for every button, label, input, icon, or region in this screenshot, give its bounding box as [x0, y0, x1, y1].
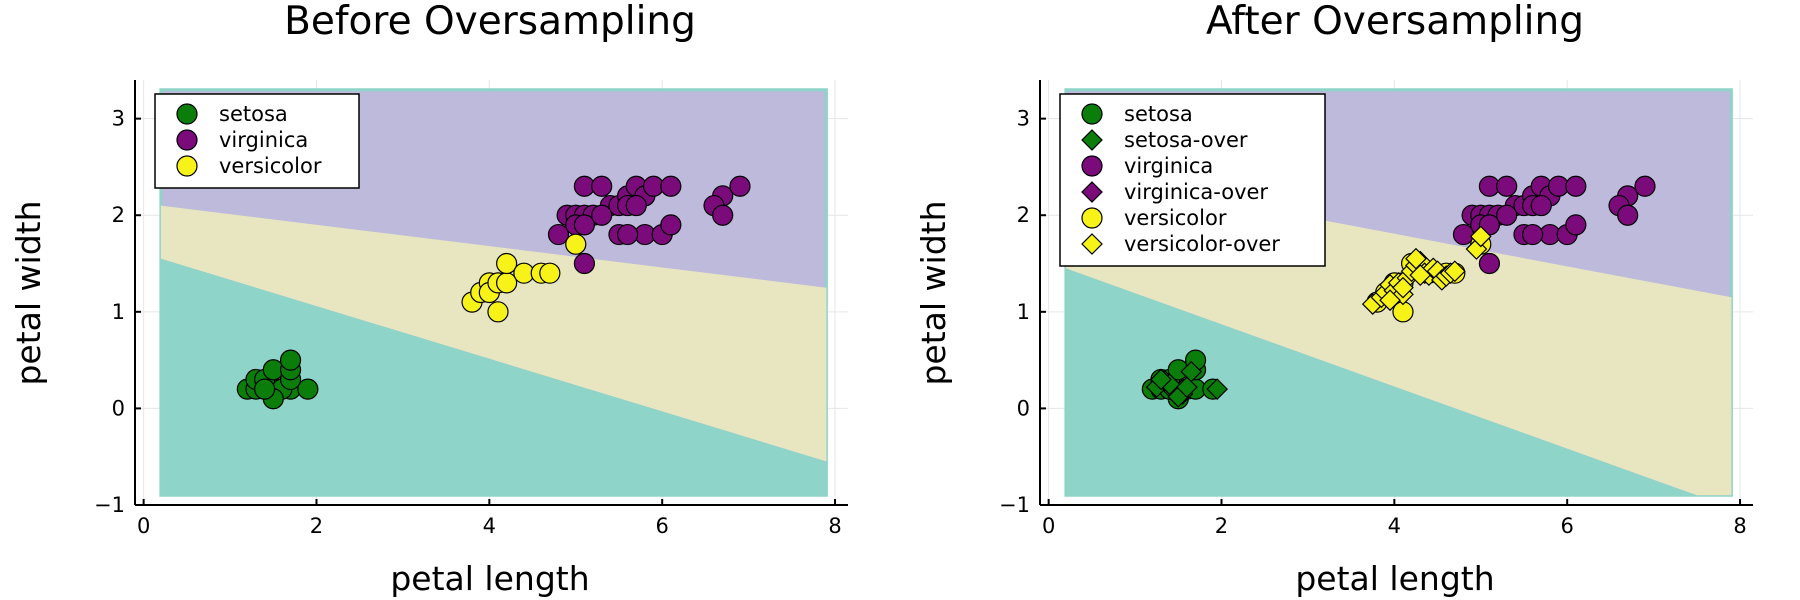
x-tick-label: 4 — [1388, 514, 1401, 538]
setosa-over-point — [1206, 378, 1229, 400]
legend-circle-icon — [1081, 207, 1103, 229]
x-tick-label: 8 — [828, 514, 841, 538]
legend-circle-icon — [176, 129, 198, 151]
setosa-over-series — [1145, 360, 1229, 408]
y-tick-label: 0 — [112, 396, 125, 420]
legend-circle-icon — [176, 103, 198, 125]
setosa-point — [297, 378, 319, 400]
versicolor-point — [565, 233, 587, 255]
legend-label: setosa — [1124, 102, 1193, 126]
setosa-decision-region — [1065, 268, 1697, 496]
versicolor-point — [539, 262, 561, 284]
x-tick-label: 2 — [1215, 514, 1228, 538]
versicolor-point — [487, 301, 509, 323]
versicolor-over-point — [1469, 225, 1492, 248]
virginica-point — [1634, 175, 1656, 197]
legend-circle-icon — [1081, 155, 1103, 177]
virginica-point — [625, 194, 647, 217]
before-chart-title: Before Oversampling — [284, 0, 696, 44]
legend-label: virginica-over — [1124, 180, 1268, 204]
virginica-point — [573, 252, 596, 275]
setosa-point — [279, 349, 302, 371]
virginica-point — [1530, 194, 1552, 217]
virginica-point — [1617, 204, 1639, 226]
before-oversampling-panel: Before Oversampling petal length petal w… — [9, 0, 848, 598]
versicolor-series — [461, 233, 587, 323]
versicolor-over-point — [1409, 264, 1432, 286]
y-tick-label: 1 — [112, 300, 125, 324]
after-y-axis-label: petal width — [914, 200, 953, 385]
legend-label: versicolor — [219, 154, 322, 178]
virginica-point — [547, 223, 570, 246]
virginica-series — [1452, 175, 1656, 275]
virginica-point — [1565, 214, 1587, 236]
y-tick-label: 3 — [1017, 107, 1030, 131]
after-chart-title: After Oversampling — [1206, 0, 1584, 44]
x-tick-label: 6 — [656, 514, 669, 538]
legend-diamond-icon — [1081, 181, 1103, 203]
legend-label: versicolor-over — [1124, 232, 1280, 256]
legend: setosasetosa-overvirginicavirginica-over… — [1059, 93, 1326, 267]
x-tick-label: 2 — [310, 514, 323, 538]
virginica-point — [1496, 204, 1518, 226]
versicolor-over-point — [1379, 289, 1401, 312]
virginica-point — [1565, 175, 1587, 197]
y-tick-label: 2 — [1017, 203, 1030, 227]
legend-label: virginica — [219, 128, 308, 152]
virginica-point — [573, 214, 596, 236]
versicolor-over-point — [1392, 276, 1414, 299]
legend-label: setosa-over — [1124, 128, 1248, 152]
legend-circle-icon — [176, 155, 198, 177]
y-tick-label: −1 — [999, 493, 1030, 517]
legend-circle-icon — [1081, 103, 1103, 125]
virginica-point — [1452, 223, 1475, 246]
legend-label: virginica — [1124, 154, 1213, 178]
setosa-point — [254, 378, 276, 400]
legend-diamond-icon — [1081, 129, 1103, 151]
x-tick-label: 4 — [483, 514, 496, 538]
virginica-point — [712, 204, 734, 226]
x-tick-label: 0 — [137, 514, 150, 538]
virginica-point — [729, 175, 751, 197]
before-y-axis-label: petal width — [9, 200, 48, 385]
versicolor-over-series — [1361, 225, 1492, 315]
y-tick-label: −1 — [94, 493, 125, 517]
y-tick-label: 0 — [1017, 396, 1030, 420]
x-tick-label: 8 — [1733, 514, 1746, 538]
x-tick-label: 0 — [1042, 514, 1055, 538]
virginica-point — [591, 204, 613, 226]
y-tick-label: 1 — [1017, 300, 1030, 324]
after-oversampling-panel: After Oversampling petal length petal wi… — [914, 0, 1753, 598]
before-x-axis-label: petal length — [390, 559, 589, 598]
virginica-point — [591, 175, 613, 197]
after-x-axis-label: petal length — [1295, 559, 1494, 598]
legend-label: versicolor — [1124, 206, 1227, 230]
legend-box — [1059, 93, 1326, 267]
setosa-over-point — [1176, 376, 1198, 399]
virginica-series — [547, 175, 751, 275]
y-tick-label: 2 — [112, 203, 125, 227]
virginica-point — [1496, 175, 1518, 197]
y-tick-label: 3 — [112, 107, 125, 131]
x-tick-label: 6 — [1561, 514, 1574, 538]
versicolor-over-point — [1443, 260, 1466, 283]
virginica-point — [1522, 223, 1544, 246]
virginica-point — [617, 223, 639, 246]
versicolor-point — [496, 252, 518, 275]
setosa-decision-region — [160, 258, 827, 496]
virginica-point — [660, 214, 682, 236]
versicolor-decision-region — [160, 205, 827, 462]
virginica-point — [660, 175, 682, 197]
setosa-series — [236, 349, 319, 410]
legend-label: setosa — [219, 102, 288, 126]
legend-diamond-icon — [1081, 233, 1103, 255]
virginica-point — [1478, 252, 1501, 275]
versicolor-point — [496, 272, 518, 294]
setosa-over-point — [1150, 368, 1172, 391]
